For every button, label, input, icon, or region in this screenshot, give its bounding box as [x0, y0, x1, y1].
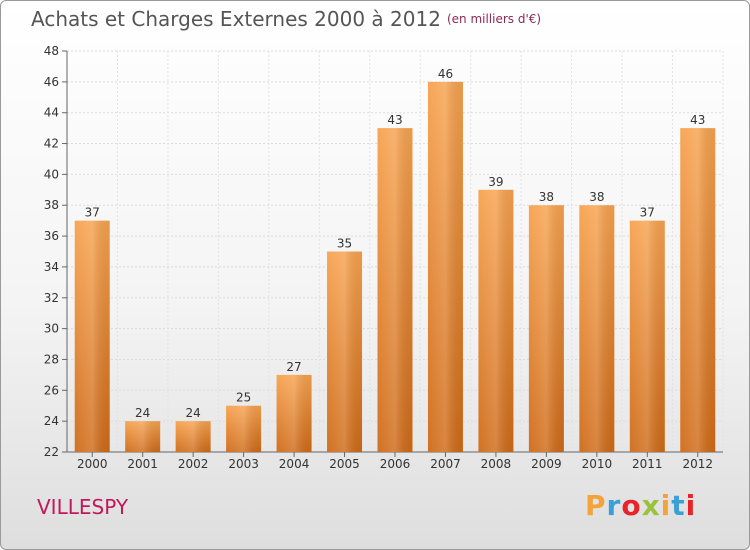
proxiti-logo: Proxiti	[585, 489, 696, 522]
bar-value-label: 39	[488, 175, 503, 189]
bar-value-label: 46	[438, 67, 453, 81]
logo-letter: i	[660, 489, 672, 522]
labels: 22 24 26 28 30 32 34 36 38 40 42 44 46 48 37 2000 24 2001…	[44, 44, 713, 471]
x-tick-label: 2010	[582, 457, 613, 471]
logo-letter: i	[685, 489, 697, 522]
x-tick-label: 2007	[430, 457, 461, 471]
bar-shine	[276, 374, 312, 452]
y-tick-label: 36	[44, 229, 59, 243]
x-tick-label: 2004	[279, 457, 310, 471]
chart-title-text: Achats et Charges Externes 2000 à 2012	[31, 7, 441, 31]
y-tick-label: 32	[44, 291, 59, 305]
logo-letter: o	[621, 489, 642, 522]
x-tick-label: 2008	[481, 457, 512, 471]
y-tick-label: 34	[44, 260, 59, 274]
bar-value-label: 38	[539, 190, 554, 204]
bar-shine	[478, 189, 514, 453]
y-tick-label: 24	[44, 414, 59, 428]
bar-value-label: 38	[589, 190, 604, 204]
logo-letter: r	[606, 489, 622, 522]
bar-value-label: 25	[236, 391, 251, 405]
logo-letter: P	[585, 489, 607, 522]
bar-value-label: 27	[286, 360, 301, 374]
y-tick-label: 26	[44, 383, 59, 397]
x-tick-label: 2003	[228, 457, 259, 471]
bar-shine	[629, 220, 665, 452]
x-tick-label: 2006	[380, 457, 411, 471]
y-tick-label: 48	[44, 44, 59, 58]
bar-value-label: 35	[337, 237, 352, 251]
x-tick-label: 2002	[178, 457, 209, 471]
bar-shine	[175, 421, 211, 452]
y-tick-label: 40	[44, 167, 59, 181]
bar-shine	[74, 220, 110, 452]
y-tick-label: 42	[44, 137, 59, 151]
y-tick-label: 28	[44, 352, 59, 366]
bar-shine	[377, 128, 413, 452]
bar-shine	[680, 128, 716, 452]
x-tick-label: 2011	[632, 457, 663, 471]
logo-letter: x	[641, 489, 661, 522]
x-tick-label: 2009	[531, 457, 562, 471]
logo-letter: t	[671, 489, 686, 522]
bars	[74, 81, 716, 453]
bar-shine	[528, 205, 564, 452]
bar-value-label: 43	[690, 113, 705, 127]
bar-shine	[125, 421, 161, 452]
bar-value-label: 37	[640, 206, 655, 220]
bar-value-label: 24	[186, 406, 201, 420]
y-tick-label: 46	[44, 75, 59, 89]
bar-shine	[327, 251, 363, 452]
bar-shine	[226, 405, 262, 452]
y-tick-label: 44	[44, 106, 59, 120]
bar-shine	[579, 205, 615, 452]
bar-value-label: 43	[387, 113, 402, 127]
x-tick-label: 2012	[682, 457, 713, 471]
y-tick-label: 30	[44, 322, 59, 336]
y-tick-label: 38	[44, 198, 59, 212]
bar-shine	[427, 81, 463, 452]
bar-value-label: 24	[135, 406, 150, 420]
x-tick-label: 2005	[329, 457, 360, 471]
bar-value-label: 37	[85, 206, 100, 220]
chart-title: Achats et Charges Externes 2000 à 2012 (e…	[31, 7, 541, 31]
x-tick-label: 2001	[127, 457, 158, 471]
x-tick-label: 2000	[77, 457, 108, 471]
chart-unit: (en milliers d'€)	[446, 12, 542, 26]
y-tick-label: 22	[44, 445, 59, 459]
commune-name: VILLESPY	[37, 495, 129, 519]
